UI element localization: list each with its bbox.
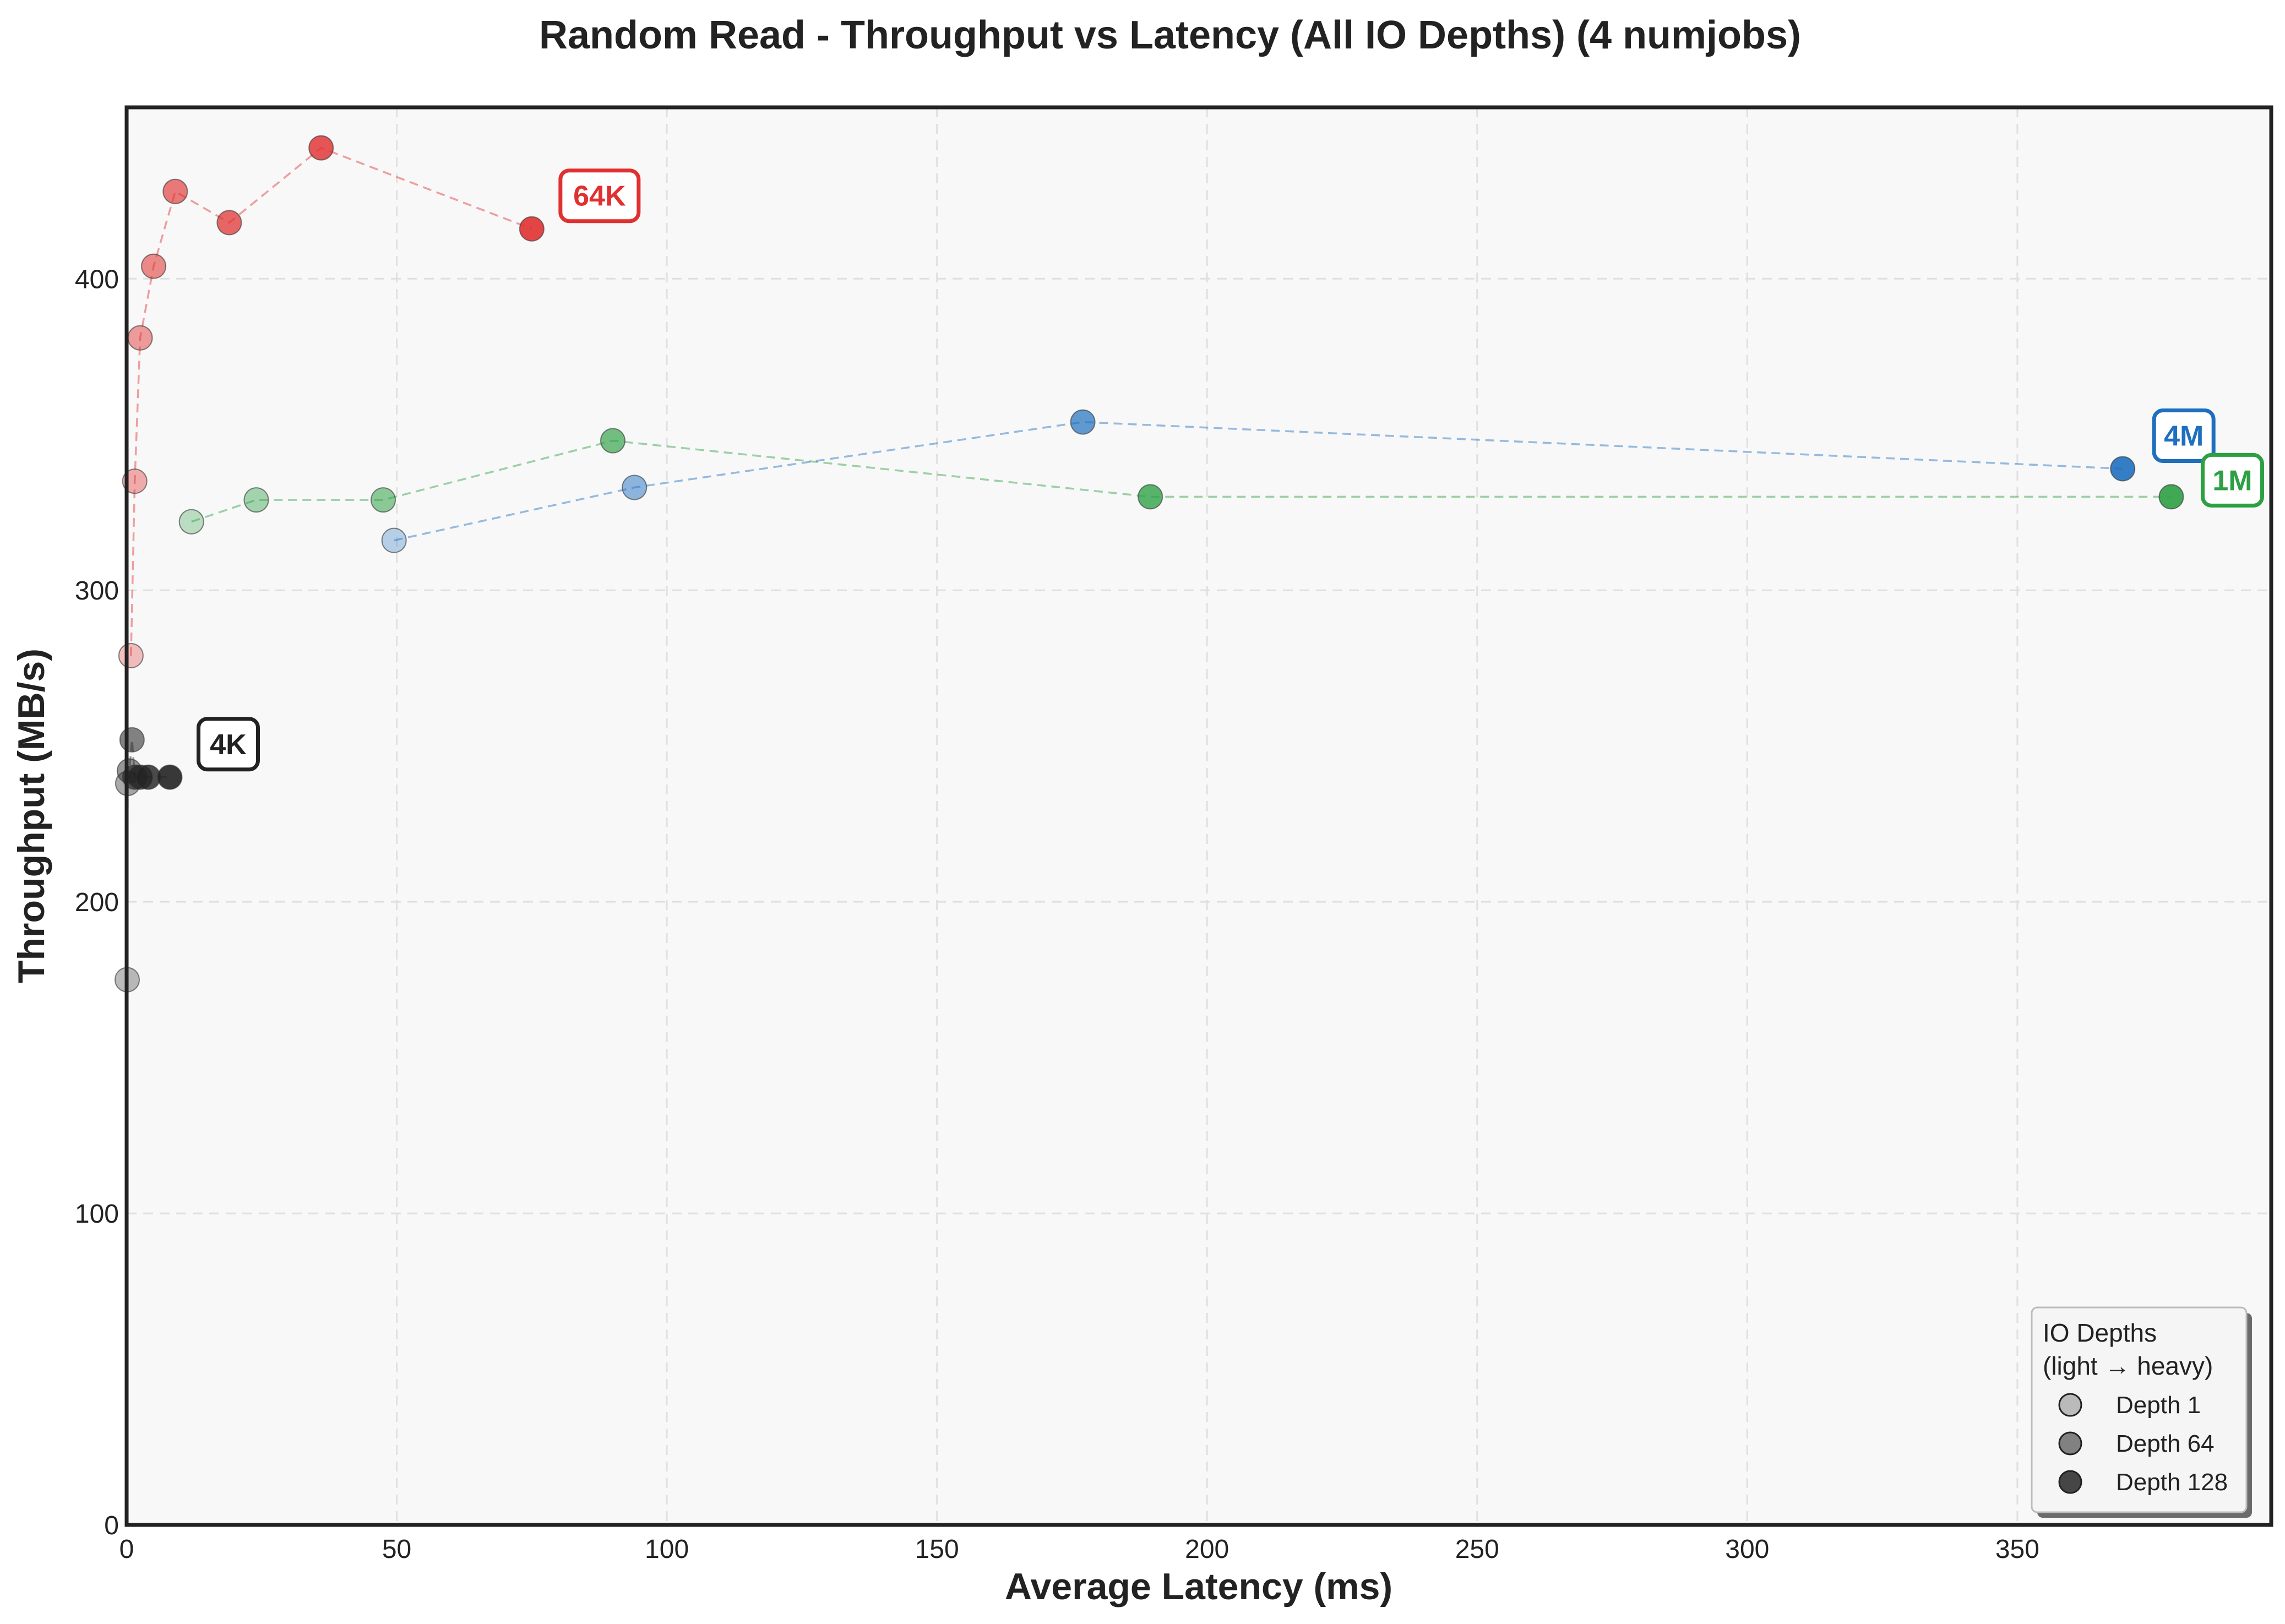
series-label-4M: 4M (2164, 420, 2204, 452)
legend-box (2031, 1306, 2248, 1513)
series-label-box-1M (2200, 453, 2264, 508)
data-point-64K (118, 643, 144, 669)
x-axis-label: Average Latency (ms) (1005, 1566, 1392, 1607)
legend-label: Depth 64 (2116, 1430, 2215, 1457)
legend-entries: Depth 1 Depth 64 Depth 128 (2058, 1392, 2228, 1496)
x-tick-label: 100 (645, 1535, 689, 1564)
series-points (114, 135, 2184, 993)
x-tick-label: 0 (119, 1535, 134, 1564)
y-tick-label: 0 (104, 1511, 119, 1540)
data-point-1M (600, 428, 625, 454)
data-point-64K (308, 135, 334, 161)
legend-title-line1: IO Depths (2043, 1318, 2157, 1347)
data-point-1M (2158, 484, 2184, 510)
data-point-4M (622, 475, 648, 500)
legend-title-line2: (light → heavy) (2043, 1351, 2213, 1380)
data-point-4M (2110, 456, 2136, 482)
data-point-4K (135, 764, 161, 790)
data-point-1M (243, 487, 269, 513)
legend: IO Depths (light → heavy) Depth 1 Depth 6… (2031, 1306, 2252, 1518)
plot-frame (124, 105, 2273, 1527)
y-axis-label: Throughput (MB/s) (10, 648, 52, 983)
x-tick-label: 250 (1455, 1535, 1499, 1564)
data-point-1M (1138, 484, 1163, 510)
data-point-1M (178, 509, 204, 535)
series-label-4K: 4K (210, 729, 247, 761)
y-tick-label: 300 (75, 576, 119, 606)
data-point-1M (371, 487, 396, 513)
data-point-64K (519, 216, 545, 242)
series-label-box-4M (2152, 408, 2216, 463)
x-tick-label: 350 (1995, 1535, 2039, 1564)
data-point-4M (1070, 409, 1096, 435)
y-tick-label: 200 (75, 888, 119, 917)
data-point-64K (216, 210, 242, 236)
series-label-box-64K (558, 168, 641, 224)
series-label-64K: 64K (573, 181, 626, 212)
series-label-box-4K (196, 717, 260, 772)
series-line-64K (130, 146, 532, 656)
chart-title: Random Read - Throughput vs Latency (All… (539, 13, 1801, 57)
y-tick-label: 100 (75, 1200, 119, 1229)
data-point-64K (127, 325, 153, 351)
data-point-64K (141, 253, 167, 279)
x-tick-label: 50 (382, 1535, 411, 1564)
series-label-1M: 1M (2212, 465, 2252, 497)
legend-marker (2058, 1470, 2082, 1494)
data-point-64K (162, 178, 188, 204)
data-point-4K (157, 764, 183, 790)
legend-marker (2058, 1393, 2082, 1417)
data-point-4M (381, 527, 407, 553)
legend-marker (2058, 1431, 2082, 1456)
y-tick-label: 400 (75, 265, 119, 294)
axis-ticks: 0 50 100 150 200 250 300 350 0 100 200 300 400 (75, 265, 2039, 1564)
series-line-4M (394, 421, 2123, 542)
x-tick-label: 300 (1725, 1535, 1769, 1564)
x-tick-label: 150 (915, 1535, 959, 1564)
plot-area (127, 107, 2271, 1525)
legend-label: Depth 128 (2116, 1469, 2228, 1496)
x-tick-label: 200 (1185, 1535, 1229, 1564)
data-point-64K (122, 468, 148, 494)
data-point-4K (119, 727, 145, 753)
legend-label: Depth 1 (2116, 1392, 2201, 1419)
